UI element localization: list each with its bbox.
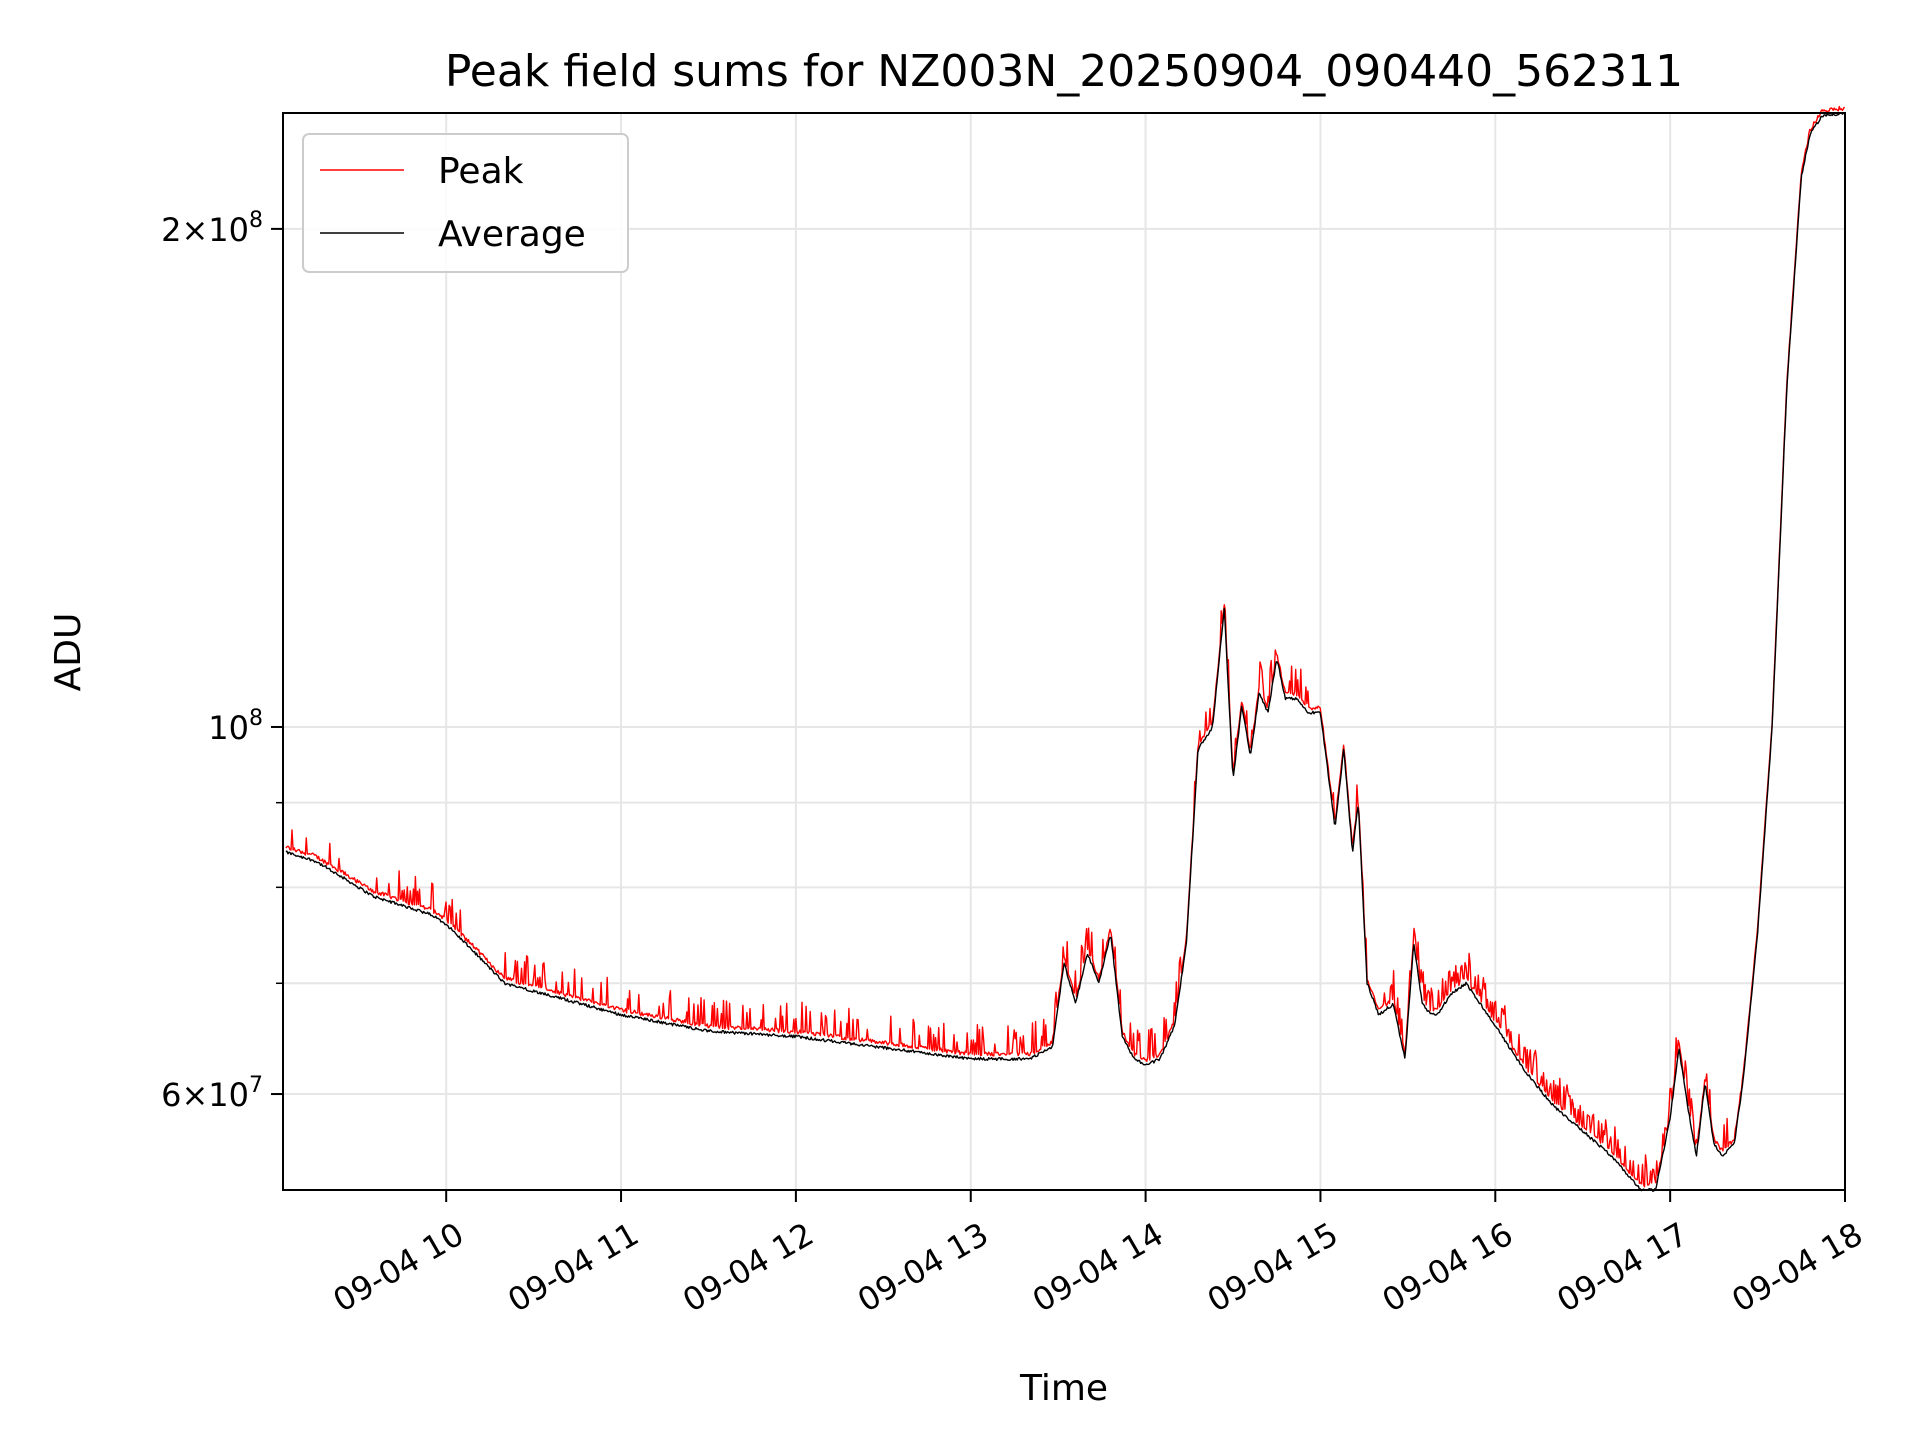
legend: Peak Average bbox=[302, 133, 629, 273]
series bbox=[285, 105, 1846, 1192]
legend-box bbox=[302, 133, 629, 273]
y-tick-label: 108 bbox=[208, 706, 263, 747]
series-line-average bbox=[285, 112, 1845, 1192]
legend-label-average: Average bbox=[438, 214, 586, 255]
series-line-peak bbox=[285, 105, 1846, 1188]
y-axis-label: ADU bbox=[48, 613, 89, 692]
legend-label-peak: Peak bbox=[438, 151, 524, 192]
y-tick-label: 2×108 bbox=[161, 208, 263, 249]
chart-title: Peak field sums for NZ003N_20250904_0904… bbox=[445, 46, 1683, 97]
plot-frame bbox=[282, 112, 1846, 1191]
x-axis-label: Time bbox=[1019, 1368, 1108, 1409]
y-tick-label: 6×107 bbox=[161, 1073, 263, 1114]
